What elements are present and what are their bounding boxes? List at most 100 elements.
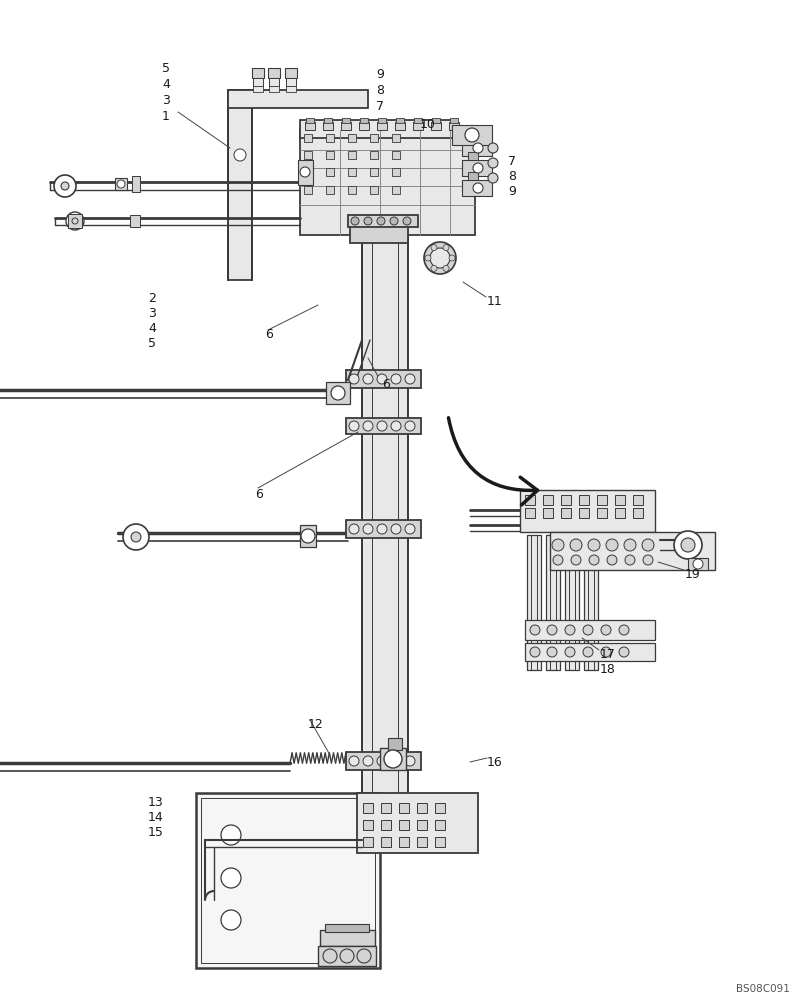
Circle shape: [221, 825, 241, 845]
Bar: [462, 160, 491, 176]
Bar: [524, 495, 534, 505]
Circle shape: [601, 625, 610, 635]
Bar: [392, 134, 400, 142]
Text: 19: 19: [684, 568, 700, 581]
Circle shape: [54, 175, 76, 197]
Circle shape: [472, 183, 483, 193]
Circle shape: [405, 421, 414, 431]
Circle shape: [362, 374, 373, 384]
Circle shape: [624, 555, 634, 565]
Bar: [320, 930, 374, 946]
Bar: [526, 535, 540, 670]
Circle shape: [349, 421, 359, 431]
Bar: [431, 118, 439, 123]
Circle shape: [362, 756, 373, 766]
Bar: [369, 151, 377, 159]
Bar: [253, 78, 263, 86]
Text: 9: 9: [507, 185, 516, 198]
Circle shape: [605, 539, 618, 551]
Bar: [524, 508, 534, 518]
Circle shape: [680, 538, 694, 552]
Circle shape: [673, 531, 701, 559]
Circle shape: [546, 647, 556, 657]
Bar: [524, 620, 654, 640]
Bar: [377, 122, 386, 130]
Bar: [325, 168, 333, 176]
Bar: [430, 122, 441, 130]
Circle shape: [377, 421, 386, 431]
Bar: [632, 508, 642, 518]
Bar: [196, 793, 380, 968]
Bar: [560, 508, 570, 518]
Circle shape: [569, 539, 581, 551]
Bar: [325, 151, 333, 159]
Bar: [467, 172, 478, 180]
Bar: [300, 525, 316, 547]
Bar: [345, 370, 421, 388]
Bar: [324, 118, 332, 123]
Bar: [392, 168, 400, 176]
Text: 12: 12: [308, 718, 324, 731]
Circle shape: [430, 245, 437, 251]
Circle shape: [642, 539, 653, 551]
Circle shape: [61, 182, 69, 190]
Circle shape: [221, 868, 241, 888]
Bar: [325, 382, 349, 404]
Bar: [369, 134, 377, 142]
Circle shape: [390, 524, 401, 534]
Bar: [560, 495, 570, 505]
Circle shape: [390, 374, 401, 384]
Bar: [304, 134, 312, 142]
Bar: [253, 86, 263, 92]
Bar: [377, 118, 385, 123]
Bar: [369, 186, 377, 194]
Circle shape: [565, 625, 574, 635]
Circle shape: [565, 647, 574, 657]
Text: 15: 15: [148, 826, 164, 839]
Circle shape: [340, 949, 353, 963]
Circle shape: [570, 555, 581, 565]
Bar: [325, 134, 333, 142]
Bar: [394, 122, 405, 130]
Circle shape: [405, 756, 414, 766]
Bar: [597, 508, 606, 518]
Bar: [392, 186, 400, 194]
Text: 2: 2: [148, 292, 156, 305]
Circle shape: [362, 421, 373, 431]
Bar: [345, 418, 421, 434]
Circle shape: [552, 539, 563, 551]
Text: 17: 17: [599, 648, 615, 661]
Bar: [462, 140, 491, 156]
Bar: [304, 151, 312, 159]
Circle shape: [423, 242, 455, 274]
Bar: [132, 176, 140, 192]
Text: 4: 4: [161, 78, 169, 91]
Bar: [286, 78, 296, 86]
Bar: [304, 186, 312, 194]
Circle shape: [529, 625, 540, 635]
Text: 6: 6: [381, 378, 389, 391]
Circle shape: [430, 265, 437, 271]
Circle shape: [405, 374, 414, 384]
Bar: [388, 738, 402, 750]
Bar: [267, 68, 279, 78]
Bar: [357, 793, 478, 853]
Circle shape: [582, 625, 593, 635]
Bar: [345, 752, 421, 770]
Text: 8: 8: [376, 84, 384, 97]
Text: 18: 18: [599, 663, 615, 676]
Circle shape: [692, 559, 702, 569]
Bar: [324, 924, 369, 932]
Text: 3: 3: [148, 307, 156, 320]
Circle shape: [405, 524, 414, 534]
Bar: [341, 118, 349, 123]
Text: 8: 8: [507, 170, 516, 183]
Circle shape: [66, 212, 84, 230]
Text: 5: 5: [161, 62, 169, 75]
Circle shape: [377, 756, 386, 766]
Circle shape: [601, 647, 610, 657]
Bar: [520, 490, 654, 532]
Bar: [578, 495, 589, 505]
Circle shape: [377, 217, 385, 225]
Text: BS08C091: BS08C091: [735, 984, 789, 994]
